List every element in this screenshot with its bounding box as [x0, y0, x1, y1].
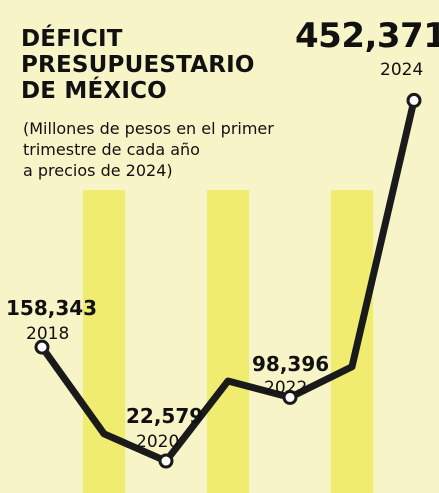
point-2020 [158, 453, 174, 469]
point-2022 [282, 389, 298, 405]
chart-subtitle-line-2: trimestre de cada año [23, 140, 200, 159]
chart-title-line-3: DE MÉXICO [21, 78, 167, 104]
data-label-year-2020: 2020 [136, 432, 180, 452]
data-label-year-2022: 2022 [264, 378, 308, 398]
data-label-value-2018: 158,343 [6, 296, 98, 320]
data-label-value-2022: 98,396 [252, 352, 330, 376]
chart-title-line-2: PRESUPUESTARIO [21, 52, 255, 78]
point-2018 [34, 339, 50, 355]
chart-subtitle: (Millones de pesos en el primer trimestr… [23, 118, 303, 181]
point-2024 [406, 92, 422, 108]
series-line [38, 96, 418, 465]
data-label-year-2024: 2024 [380, 60, 424, 80]
chart-title-line-1: DÉFICIT [21, 26, 123, 52]
chart-subtitle-line-1: (Millones de pesos en el primer [23, 119, 274, 138]
band-2019 [82, 190, 126, 493]
band-2021 [206, 190, 250, 493]
chart-subtitle-line-3: a precios de 2024) [23, 161, 173, 180]
data-label-value-2024: 452,371 [295, 16, 439, 56]
band-2023 [330, 190, 374, 493]
data-label-year-2018: 2018 [26, 324, 70, 344]
data-label-value-2020: 22,579 [126, 404, 204, 428]
